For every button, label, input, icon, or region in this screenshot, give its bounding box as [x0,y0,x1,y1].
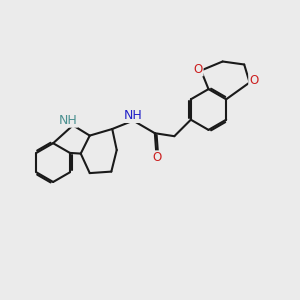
Text: NH: NH [58,114,77,127]
Text: O: O [249,74,258,88]
Text: NH: NH [123,109,142,122]
Text: O: O [194,62,202,76]
Text: O: O [152,151,162,164]
